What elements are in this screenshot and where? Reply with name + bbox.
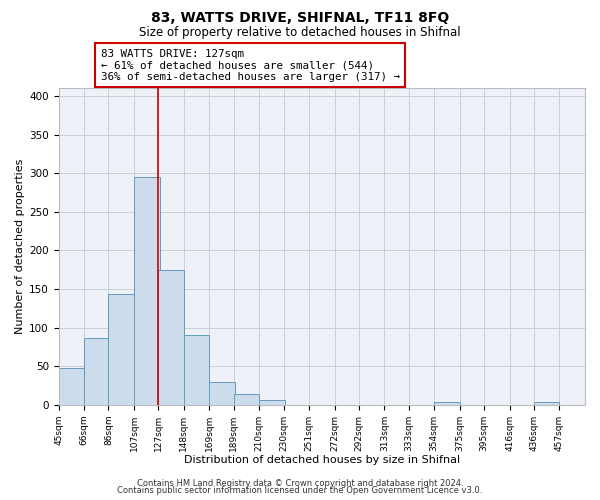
- Text: Size of property relative to detached houses in Shifnal: Size of property relative to detached ho…: [139, 26, 461, 39]
- Bar: [534, 402, 559, 404]
- Bar: [233, 394, 259, 404]
- Bar: [209, 382, 235, 404]
- Bar: [84, 338, 110, 404]
- Bar: [434, 402, 460, 404]
- Text: 83 WATTS DRIVE: 127sqm
← 61% of detached houses are smaller (544)
36% of semi-de: 83 WATTS DRIVE: 127sqm ← 61% of detached…: [101, 49, 400, 82]
- Text: 83, WATTS DRIVE, SHIFNAL, TF11 8FQ: 83, WATTS DRIVE, SHIFNAL, TF11 8FQ: [151, 11, 449, 25]
- Text: Contains HM Land Registry data © Crown copyright and database right 2024.: Contains HM Land Registry data © Crown c…: [137, 478, 463, 488]
- Bar: [134, 177, 160, 404]
- Bar: [109, 294, 134, 405]
- Bar: [184, 334, 209, 404]
- X-axis label: Distribution of detached houses by size in Shifnal: Distribution of detached houses by size …: [184, 455, 460, 465]
- Bar: [259, 400, 285, 404]
- Y-axis label: Number of detached properties: Number of detached properties: [15, 159, 25, 334]
- Bar: [59, 368, 84, 404]
- Bar: [158, 270, 184, 404]
- Text: Contains public sector information licensed under the Open Government Licence v3: Contains public sector information licen…: [118, 486, 482, 495]
